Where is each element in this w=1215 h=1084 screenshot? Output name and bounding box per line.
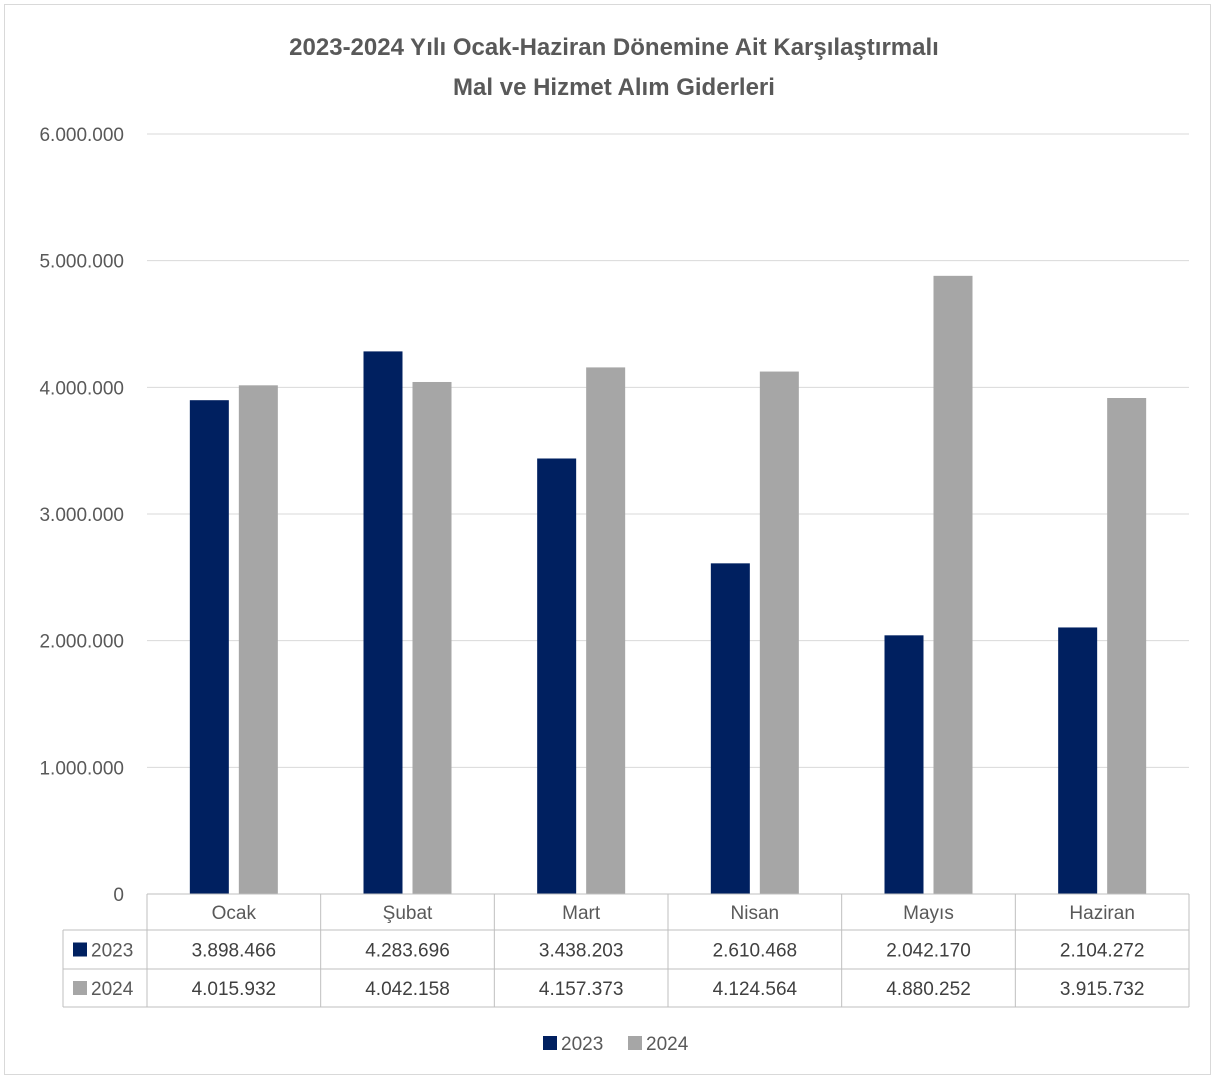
chart-frame bbox=[4, 4, 1211, 1075]
gridlines bbox=[147, 133, 1189, 768]
category-label: Mart bbox=[562, 903, 601, 924]
data-value-label: 2.042.170 bbox=[886, 941, 971, 962]
data-value-label: 4.015.932 bbox=[192, 979, 277, 1000]
category-label: Ocak bbox=[212, 903, 257, 924]
data-value-label: 3.915.732 bbox=[1060, 979, 1145, 1000]
data-value-label: 4.283.696 bbox=[365, 941, 450, 962]
bar-2024-Haziran bbox=[1107, 398, 1147, 894]
data-value-label: 2.610.468 bbox=[713, 941, 798, 962]
data-value-label: 3.438.203 bbox=[539, 941, 624, 962]
legend-label: 2024 bbox=[646, 1034, 689, 1055]
data-value-label: 3.898.466 bbox=[192, 941, 277, 962]
category-label: Mayıs bbox=[903, 903, 954, 924]
table-legend-key-2023 bbox=[73, 942, 87, 957]
bar-2023-Şubat bbox=[363, 351, 403, 894]
bar-2023-Mart bbox=[537, 458, 577, 894]
y-tick-label: 2.000.000 bbox=[39, 632, 124, 653]
legend-key-2023 bbox=[543, 1036, 557, 1050]
category-label: Nisan bbox=[731, 903, 780, 924]
category-label: Şubat bbox=[383, 903, 433, 924]
data-value-label: 4.157.373 bbox=[539, 979, 624, 1000]
legend: 2023 2024 bbox=[543, 1034, 689, 1055]
data-table: Ocak Şubat Mart Nisan Mayıs Haziran 2023 3.898.… bbox=[62, 893, 1190, 1008]
y-tick-label: 6.000.000 bbox=[39, 125, 124, 146]
data-value-label: 4.880.252 bbox=[886, 979, 971, 1000]
bar-2024-Mart bbox=[586, 367, 626, 894]
category-label: Haziran bbox=[1069, 903, 1134, 924]
table-legend-key-2024 bbox=[73, 981, 87, 995]
chart-title-line: Mal ve Hizmet Alım Giderleri bbox=[453, 74, 775, 101]
legend-label: 2023 bbox=[561, 1034, 603, 1055]
data-value-label: 4.124.564 bbox=[713, 979, 798, 1000]
bar-2024-Mayıs bbox=[933, 275, 973, 895]
bar-2024-Şubat bbox=[412, 381, 452, 895]
table-series-name: 2023 bbox=[91, 941, 133, 962]
bar-2023-Nisan bbox=[710, 563, 750, 894]
bar-2024-Ocak bbox=[238, 385, 278, 894]
data-value-label: 4.042.158 bbox=[365, 979, 450, 1000]
chart-title: 2023-2024 Yılı Ocak-Haziran Dönemine Ait… bbox=[289, 34, 939, 101]
bars bbox=[189, 275, 1147, 895]
y-tick-label: 4.000.000 bbox=[39, 378, 124, 399]
bar-2023-Haziran bbox=[1058, 627, 1098, 894]
bar-2024-Nisan bbox=[759, 371, 799, 894]
data-value-label: 2.104.272 bbox=[1060, 941, 1145, 962]
bar-2023-Ocak bbox=[189, 400, 229, 894]
table-series-name: 2024 bbox=[91, 979, 134, 1000]
y-tick-label: 1.000.000 bbox=[39, 758, 124, 779]
y-tick-label: 5.000.000 bbox=[39, 252, 124, 273]
y-tick-label: 3.000.000 bbox=[39, 505, 124, 526]
y-tick-label: 0 bbox=[113, 885, 124, 906]
chart-title-line: 2023-2024 Yılı Ocak-Haziran Dönemine Ait… bbox=[289, 34, 939, 61]
bar-2023-Mayıs bbox=[884, 635, 924, 894]
legend-key-2024 bbox=[628, 1036, 642, 1050]
y-axis-tick-labels: 0 1.000.000 2.000.000 3.000.000 4.000.000 5.0… bbox=[39, 125, 124, 906]
